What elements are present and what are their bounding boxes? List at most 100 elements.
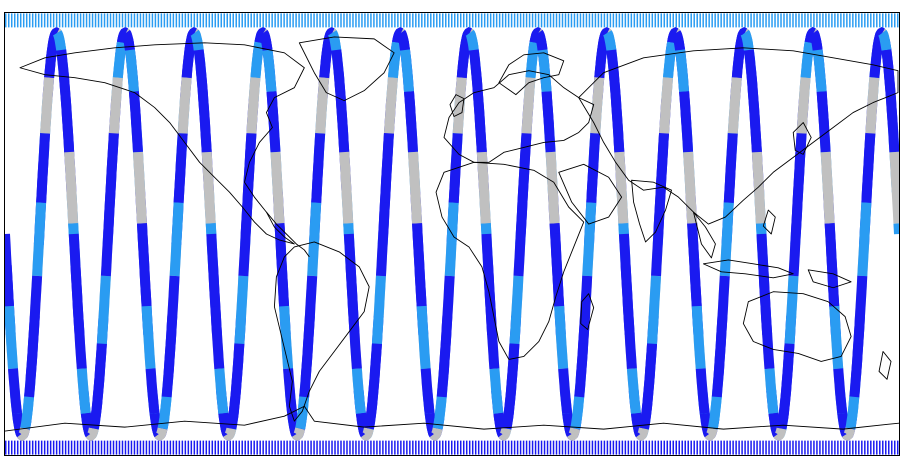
ground-track-segment xyxy=(849,343,864,398)
ground-track-segment xyxy=(476,151,491,224)
ground-track-segment xyxy=(392,27,405,44)
ground-track-segment xyxy=(509,275,524,345)
ground-track-segment xyxy=(639,396,653,430)
ground-track-segment xyxy=(404,91,418,153)
ground-track-segment xyxy=(429,427,443,442)
coastlines xyxy=(5,36,899,432)
ground-track-segment xyxy=(842,427,856,441)
ground-track-segment xyxy=(824,223,836,235)
coastline-arabia xyxy=(558,163,623,225)
ground-track-segment xyxy=(5,305,18,370)
ground-track-segment xyxy=(853,275,868,345)
coastline-new-zealand xyxy=(878,351,892,380)
ground-track-segment xyxy=(416,305,431,370)
ground-track-segment xyxy=(210,305,225,370)
ground-track-segment xyxy=(387,41,402,78)
world-map-frame xyxy=(4,12,900,456)
ground-track-segment xyxy=(550,233,565,307)
ground-track-segment xyxy=(315,77,330,134)
ground-track-segment xyxy=(452,77,467,134)
coastline-antarctica xyxy=(5,405,899,432)
ground-track-segment xyxy=(691,305,706,370)
ground-track-segment xyxy=(642,343,658,398)
ground-track-segment xyxy=(432,396,447,430)
ground-track-segment xyxy=(468,49,483,92)
coastline-africa xyxy=(435,161,585,360)
ground-track-segment xyxy=(472,91,487,153)
coastline-australia xyxy=(742,291,852,362)
ground-track-segment xyxy=(141,305,156,370)
coastline-south-america xyxy=(273,241,370,422)
coastline-north-america xyxy=(19,42,305,245)
coastline-southeast-asia xyxy=(693,211,716,259)
ground-track-segment xyxy=(117,27,129,44)
ground-track-segment xyxy=(307,202,322,277)
ground-track-segment xyxy=(525,41,540,78)
ground-track-segment xyxy=(396,29,410,51)
ground-track-segment xyxy=(68,223,79,235)
ground-track-segment xyxy=(861,133,876,203)
ground-track-segment xyxy=(154,427,168,441)
ground-track-segment xyxy=(740,29,754,51)
ground-track-segment xyxy=(618,233,633,307)
ground-track-segment xyxy=(788,202,803,277)
ground-track-segment xyxy=(375,202,390,277)
ground-track-segment xyxy=(299,343,314,398)
ground-track-segment xyxy=(635,427,649,442)
ground-track-segment xyxy=(343,233,358,307)
ground-track-segment xyxy=(651,202,666,277)
ground-track-segment xyxy=(501,396,516,430)
ground-track-segment xyxy=(485,305,500,370)
ground-track-segment xyxy=(408,151,423,224)
ground-track-segment xyxy=(521,77,536,134)
ground-track-segment xyxy=(760,305,775,370)
ground-track-segment xyxy=(505,343,520,398)
coastline-greenland xyxy=(298,36,395,102)
ground-track-segment xyxy=(17,427,30,442)
ground-track-segment xyxy=(165,275,180,345)
ground-track-segment xyxy=(833,368,848,414)
ground-track-segment xyxy=(104,133,119,203)
ground-track-segment xyxy=(558,368,573,414)
ground-track-segment xyxy=(331,49,346,93)
ground-track-segment xyxy=(586,133,601,203)
ground-track-segment xyxy=(181,41,196,78)
ground-track-segment xyxy=(214,368,229,414)
ground-track-segment xyxy=(865,77,880,134)
ground-track-segment xyxy=(731,41,746,78)
ground-track-segment xyxy=(626,368,641,414)
ground-track-segment xyxy=(259,29,273,51)
ground-track-segment xyxy=(412,233,427,307)
ground-track-segment xyxy=(747,91,762,153)
ground-track-segment xyxy=(792,133,807,203)
ground-track-segment xyxy=(343,223,354,235)
ground-track-segment xyxy=(764,368,779,414)
ground-track-segment xyxy=(347,305,362,370)
ground-track-segment xyxy=(64,151,79,224)
ground-track-segment xyxy=(541,91,556,153)
ground-track-segment xyxy=(295,396,310,430)
ground-track-segment xyxy=(809,29,823,51)
ground-track-segment xyxy=(262,49,277,93)
coastline-central-america xyxy=(266,211,310,258)
coastline-scandinavia xyxy=(498,52,565,96)
ground-track-segment xyxy=(622,305,637,370)
ground-track-segment xyxy=(756,233,771,307)
ground-track-segment xyxy=(659,77,673,134)
ground-track-segment xyxy=(128,91,143,153)
ground-track-segment xyxy=(829,305,844,370)
ground-track-segment xyxy=(246,77,261,134)
ground-track-segment xyxy=(173,133,188,203)
ground-track-segment xyxy=(161,343,176,398)
ground-track-segment xyxy=(319,41,334,78)
ground-track-segment xyxy=(545,151,560,224)
ground-track-segment xyxy=(549,223,561,235)
ground-track-segment xyxy=(534,29,548,51)
ground-track-segment xyxy=(723,133,738,203)
ground-track-segment xyxy=(816,91,831,153)
ground-track-segment xyxy=(335,91,350,153)
ground-track-segment xyxy=(889,151,899,224)
ground-track-segment xyxy=(137,233,152,307)
coastline-asia xyxy=(578,47,899,225)
ground-track-segment xyxy=(881,49,896,93)
